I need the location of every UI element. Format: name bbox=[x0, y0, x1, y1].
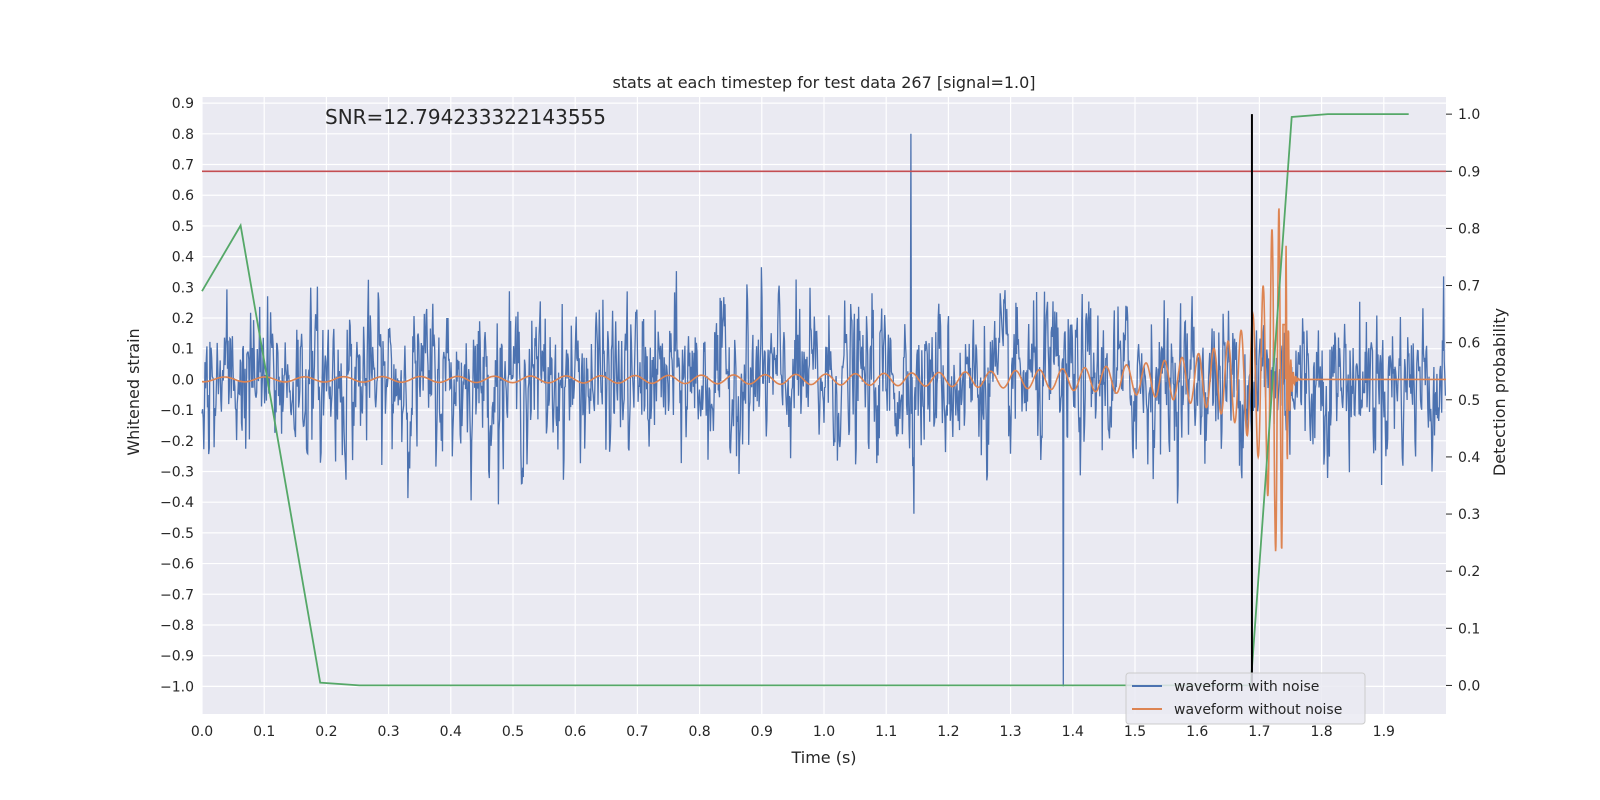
grid bbox=[201, 97, 1446, 714]
y-tick-label: 0.3 bbox=[172, 280, 194, 296]
y-tick-label: −0.3 bbox=[160, 464, 194, 480]
x-tick-label: 1.7 bbox=[1248, 724, 1270, 740]
y-tick-label: −0.8 bbox=[160, 618, 194, 634]
x-tick-label: 0.4 bbox=[440, 724, 462, 740]
y2-tick-label: 0.0 bbox=[1458, 678, 1480, 694]
y2-tick-label: 0.1 bbox=[1458, 621, 1480, 637]
axes: 0.0 0.1 0.2 0.3 0.4 0.5 0.6 0.7 0.8 0.9 1.0 1.1 1.2 1… bbox=[160, 96, 1480, 740]
x-tick-label: 1.8 bbox=[1310, 724, 1332, 740]
legend-box bbox=[1125, 672, 1366, 725]
legend-label-clean: waveform without noise bbox=[1174, 702, 1342, 718]
y-tick-label: 0.1 bbox=[172, 342, 194, 358]
x-tick-label: 1.6 bbox=[1186, 724, 1208, 740]
x-tick-label: 1.4 bbox=[1062, 724, 1084, 740]
y-tick-label: −0.6 bbox=[160, 557, 194, 573]
y-tick-label: 0.8 bbox=[172, 127, 194, 143]
y-tick-label: −0.5 bbox=[160, 526, 194, 542]
y2-tick-label: 0.6 bbox=[1458, 336, 1480, 352]
legend: waveform with noise waveform without noi… bbox=[1125, 672, 1366, 725]
y2-tick-label: 0.2 bbox=[1458, 564, 1480, 580]
x-tick-label: 0.2 bbox=[315, 724, 337, 740]
y-tick-label: 0.2 bbox=[172, 311, 194, 327]
x-tick-label: 1.9 bbox=[1373, 724, 1395, 740]
legend-label-noisy: waveform with noise bbox=[1174, 679, 1319, 695]
y-tick-label: 0.7 bbox=[172, 158, 194, 174]
y2-tick-label: 0.9 bbox=[1458, 164, 1480, 180]
y-tick-label: 0.9 bbox=[172, 96, 194, 112]
y-tick-label: 0.6 bbox=[172, 188, 194, 204]
data-layer bbox=[201, 113, 1447, 687]
series-waveform-without-noise bbox=[202, 208, 1446, 552]
y-axis-label: Whitened strain bbox=[124, 328, 143, 455]
y2-tick-label: 0.7 bbox=[1458, 279, 1480, 295]
x-tick-label: 1.5 bbox=[1124, 724, 1146, 740]
y-tick-label: −0.2 bbox=[160, 434, 194, 450]
x-tick-label: 1.2 bbox=[937, 724, 959, 740]
snr-annotation: SNR=12.794233322143555 bbox=[325, 105, 606, 129]
series-waveform-with-noise bbox=[201, 133, 1447, 687]
x-tick-label: 1.0 bbox=[813, 724, 835, 740]
x-tick-label: 1.3 bbox=[999, 724, 1021, 740]
y-tick-label: 0.5 bbox=[172, 219, 194, 235]
y-tick-label: −0.7 bbox=[160, 587, 194, 603]
x-tick-label: 0.8 bbox=[688, 724, 710, 740]
chart-title: stats at each timestep for test data 267… bbox=[612, 73, 1035, 92]
x-axis-label: Time (s) bbox=[790, 748, 856, 767]
x-tick-label: 1.1 bbox=[875, 724, 897, 740]
y2-tick-label: 0.4 bbox=[1458, 450, 1480, 466]
y2-tick-label: 0.5 bbox=[1458, 393, 1480, 409]
y-tick-label: −0.4 bbox=[160, 495, 194, 511]
series-detection-probability bbox=[201, 113, 1409, 687]
y-tick-label: −0.9 bbox=[160, 649, 194, 665]
y-tick-label: −0.1 bbox=[160, 403, 194, 419]
x-tick-label: 0.1 bbox=[253, 724, 275, 740]
y-tick-label: −1.0 bbox=[160, 679, 194, 695]
x-tick-label: 0.9 bbox=[751, 724, 773, 740]
y2-tick-label: 0.3 bbox=[1458, 507, 1480, 523]
y-tick-label: 0.4 bbox=[172, 250, 194, 266]
x-tick-label: 0.5 bbox=[502, 724, 524, 740]
x-tick-label: 0.6 bbox=[564, 724, 586, 740]
x-tick-label: 0.0 bbox=[191, 724, 213, 740]
x-tick-label: 0.3 bbox=[377, 724, 399, 740]
y2-tick-label: 1.0 bbox=[1458, 107, 1480, 123]
y2-tick-label: 0.8 bbox=[1458, 221, 1480, 237]
x-tick-label: 0.7 bbox=[626, 724, 648, 740]
y-tick-label: 0.0 bbox=[172, 372, 194, 388]
y2-axis-label: Detection probability bbox=[1490, 308, 1509, 476]
